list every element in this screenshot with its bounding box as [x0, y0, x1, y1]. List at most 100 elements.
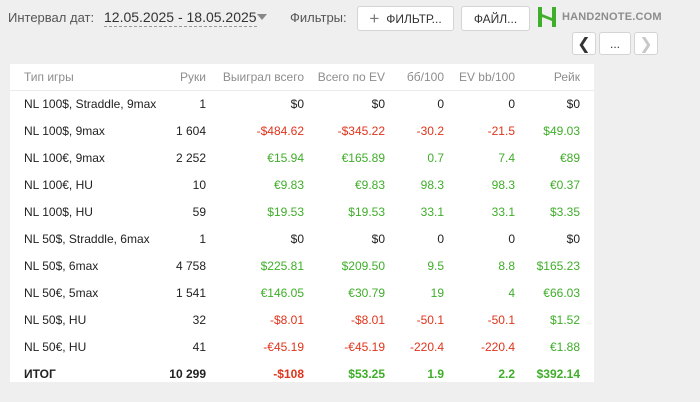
- cell-won-total: $0: [290, 232, 304, 246]
- cell-game-type: NL 100€, HU: [24, 178, 93, 192]
- cell-hands: 41: [192, 340, 206, 354]
- table-row[interactable]: NL 50€, 5max 1 541 €146.05 €30.79 19 4 €66.03: [10, 280, 594, 307]
- more-button-label: ...: [609, 36, 620, 51]
- cell-ev-total: $0: [371, 232, 385, 246]
- cell-rake: $3.35: [549, 205, 580, 219]
- cell-game-type: NL 50$, 6max: [24, 259, 99, 273]
- cell-game-type: NL 100$, 9max: [24, 124, 105, 138]
- cell-hands: 2 252: [175, 151, 206, 165]
- cell-game-type: NL 100$, Straddle, 9max: [24, 97, 157, 111]
- header-game-type[interactable]: Тип игры: [24, 70, 74, 84]
- cell-ev-bb100: -21.5: [487, 124, 515, 138]
- cell-ev-total: $209.50: [341, 259, 385, 273]
- cell-rake: €0.37: [549, 178, 580, 192]
- app-logo: HAND2NOTE.COM: [536, 6, 662, 28]
- cell-hands: 59: [192, 205, 206, 219]
- cell-won-total: $225.81: [260, 259, 304, 273]
- stats-table: Тип игры Руки Выиграл всего Всего по EV …: [10, 64, 594, 382]
- hand2note-logo-icon: [538, 7, 556, 27]
- table-row[interactable]: NL 50$, Straddle, 6max 1 $0 $0 0 0 $0: [10, 226, 594, 253]
- cell-game-type: NL 50$, Straddle, 6max: [24, 232, 150, 246]
- table-header: Тип игры Руки Выиграл всего Всего по EV …: [10, 64, 594, 91]
- table-row[interactable]: NL 100$, Straddle, 9max 1 $0 $0 0 0 $0: [10, 91, 594, 118]
- chevron-right-icon: ❯: [639, 35, 653, 53]
- cell-won-total: -$484.62: [256, 124, 304, 138]
- table-row[interactable]: NL 50€, HU 41 -€45.19 -€45.19 -220.4 -220.4 €1…: [10, 334, 594, 361]
- cell-ev-total: -$8.01: [350, 313, 385, 327]
- header-rake[interactable]: Рейк: [553, 70, 580, 84]
- cell-bb100: -220.4: [409, 340, 444, 354]
- file-button[interactable]: ФАЙЛ...: [461, 6, 530, 31]
- cell-ev-bb100: -50.1: [487, 313, 515, 327]
- logo-text: HAND2NOTE.COM: [562, 11, 662, 23]
- cell-won-total: $0: [290, 97, 304, 111]
- cell-hands: 10 299: [169, 367, 206, 381]
- cell-rake: €1.88: [549, 340, 580, 354]
- header-bb100[interactable]: бб/100: [406, 70, 444, 84]
- cell-won-total: $19.53: [267, 205, 304, 219]
- header-ev-total[interactable]: Всего по EV: [317, 70, 385, 84]
- table-row[interactable]: NL 100€, 9max 2 252 €15.94 €165.89 0.7 7.4 €89: [10, 145, 594, 172]
- cell-bb100: 0.7: [427, 151, 444, 165]
- cell-won-total: €9.83: [273, 178, 304, 192]
- cell-game-type: NL 100€, 9max: [24, 151, 105, 165]
- cell-ev-bb100: 7.4: [498, 151, 515, 165]
- date-range-picker[interactable]: 12.05.2025 - 18.05.2025: [104, 9, 257, 27]
- filter-bar: Интервал дат: 12.05.2025 - 18.05.2025 Фи…: [0, 0, 700, 55]
- cell-game-type: NL 50€, 5max: [24, 286, 99, 300]
- table-row[interactable]: NL 100$, HU 59 $19.53 $19.53 33.1 33.1 $3.35: [10, 199, 594, 226]
- cell-ev-bb100: 8.8: [498, 259, 515, 273]
- table-total-row[interactable]: ИТОГ 10 299 -$108 $53.25 1.9 2.2 $392.14: [10, 361, 594, 388]
- cell-ev-total: €165.89: [341, 151, 385, 165]
- cell-ev-total: €30.79: [348, 286, 385, 300]
- cell-rake: $1.52: [549, 313, 580, 327]
- prev-button[interactable]: ❮: [572, 32, 596, 55]
- cell-game-type: NL 50€, HU: [24, 340, 87, 354]
- table-row[interactable]: NL 100€, HU 10 €9.83 €9.83 98.3 98.3 €0.37: [10, 172, 594, 199]
- cell-hands: 1: [199, 232, 206, 246]
- filter-button-label: ФИЛЬТР...: [386, 11, 442, 26]
- plus-icon: +: [369, 9, 380, 28]
- cell-bb100: 9.5: [427, 259, 444, 273]
- cell-bb100: 33.1: [420, 205, 444, 219]
- cell-rake: $165.23: [536, 259, 580, 273]
- header-hands[interactable]: Руки: [180, 70, 206, 84]
- cell-rake: $49.03: [543, 124, 580, 138]
- cell-rake: €66.03: [543, 286, 580, 300]
- cell-won-total: €15.94: [267, 151, 304, 165]
- next-button[interactable]: ❯: [634, 32, 658, 55]
- cell-game-type: NL 50$, HU: [24, 313, 87, 327]
- cell-hands: 1 604: [175, 124, 206, 138]
- cell-hands: 10: [192, 178, 206, 192]
- table-row[interactable]: NL 50$, 6max 4 758 $225.81 $209.50 9.5 8.8 $16…: [10, 253, 594, 280]
- filter-button[interactable]: + ФИЛЬТР...: [357, 6, 454, 31]
- cell-bb100: 0: [437, 97, 444, 111]
- cell-game-type: ИТОГ: [24, 367, 56, 381]
- more-button[interactable]: ...: [599, 32, 631, 55]
- cell-rake: $392.14: [536, 367, 580, 381]
- cell-bb100: 98.3: [420, 178, 444, 192]
- header-won-total[interactable]: Выиграл всего: [222, 70, 304, 84]
- cell-ev-total: $19.53: [348, 205, 385, 219]
- file-button-label: ФАЙЛ...: [473, 11, 518, 26]
- table-row[interactable]: NL 100$, 9max 1 604 -$484.62 -$345.22 -30.2 -…: [10, 118, 594, 145]
- cell-rake: $0: [566, 97, 580, 111]
- header-ev-bb100[interactable]: EV bb/100: [458, 70, 515, 84]
- cell-bb100: 0: [437, 232, 444, 246]
- cell-hands: 32: [192, 313, 206, 327]
- cell-ev-bb100: 4: [508, 286, 515, 300]
- cell-bb100: -50.1: [416, 313, 444, 327]
- cell-ev-total: -€45.19: [344, 340, 385, 354]
- cell-won-total: -€45.19: [263, 340, 304, 354]
- cell-rake: €89: [559, 151, 580, 165]
- cell-game-type: NL 100$, HU: [24, 205, 93, 219]
- cell-ev-total: $53.25: [348, 367, 385, 381]
- cell-bb100: 19: [430, 286, 444, 300]
- cell-ev-bb100: 98.3: [491, 178, 515, 192]
- chevron-down-icon[interactable]: [257, 14, 267, 20]
- chevron-left-icon: ❮: [577, 35, 591, 53]
- cell-won-total: -$8.01: [269, 313, 304, 327]
- cell-ev-bb100: 2.2: [498, 367, 515, 381]
- table-row[interactable]: NL 50$, HU 32 -$8.01 -$8.01 -50.1 -50.1 $1.52: [10, 307, 594, 334]
- cell-hands: 1: [199, 97, 206, 111]
